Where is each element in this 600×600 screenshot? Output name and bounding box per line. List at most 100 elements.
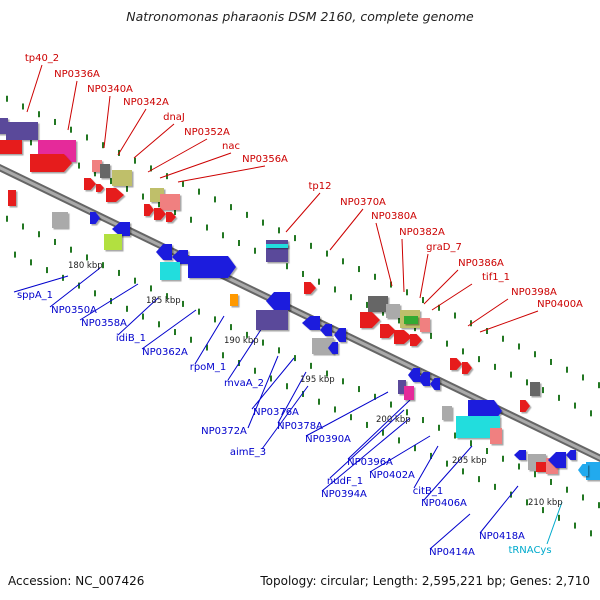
gene-bottom-leader-line: [305, 391, 389, 437]
gene-top-label: NP0398A: [511, 287, 557, 298]
tick-mark: [30, 259, 32, 266]
gene-feature: [266, 292, 290, 310]
gene-bottom-leader-line: [227, 327, 263, 381]
tick-mark: [30, 139, 32, 146]
tick-mark: [254, 247, 256, 254]
tick-mark: [478, 476, 480, 483]
tick-mark: [478, 356, 480, 363]
gene-top-label: dnaJ: [163, 112, 185, 123]
gene-bottom-label: NP0402A: [369, 470, 415, 481]
gene-feature: [160, 194, 180, 210]
tick-mark: [166, 293, 168, 300]
tick-mark: [454, 432, 456, 439]
gene-top-label: NP0342A: [123, 97, 169, 108]
gene-bottom-label: nudF_1: [327, 476, 363, 487]
tick-mark: [558, 514, 560, 521]
gene-feature: [52, 212, 68, 228]
gene-feature: [30, 154, 72, 172]
gene-feature: [302, 316, 320, 330]
tick-mark: [38, 111, 40, 118]
gene-top-leader-line: [479, 310, 539, 333]
gene-top-leader-line: [423, 269, 459, 305]
gene-feature: [408, 368, 420, 382]
tick-mark: [390, 401, 392, 408]
tick-mark: [566, 486, 568, 493]
gene-top-leader-line: [67, 80, 78, 131]
gene-feature: [104, 234, 122, 250]
tick-mark: [158, 201, 160, 208]
tick-mark: [78, 162, 80, 169]
gene-feature: [320, 324, 332, 336]
tick-mark: [310, 362, 312, 369]
gene-top-label: NP0380A: [371, 211, 417, 222]
tick-mark: [334, 286, 336, 293]
tick-mark: [222, 352, 224, 359]
gene-bottom-leader-line: [13, 275, 69, 293]
gene-bottom-label: NP0394A: [321, 489, 367, 500]
gene-feature: [172, 250, 188, 264]
tick-mark: [182, 300, 184, 307]
gene-feature: [380, 324, 396, 338]
tick-mark: [54, 118, 56, 125]
tick-mark: [382, 309, 384, 316]
tick-mark: [310, 242, 312, 249]
gene-top-leader-line: [401, 238, 405, 293]
tick-mark: [238, 240, 240, 246]
gene-feature: [386, 304, 400, 318]
accession-text: Accession: NC_007426: [8, 574, 145, 588]
tick-mark: [102, 142, 104, 149]
gene-feature: [144, 204, 154, 216]
gene-feature: [462, 362, 472, 374]
tick-mark: [182, 180, 184, 187]
tick-mark: [590, 410, 592, 417]
tick-mark: [326, 250, 328, 257]
tick-mark: [206, 224, 208, 231]
tick-mark: [598, 382, 600, 389]
gene-feature: [410, 334, 422, 346]
gene-feature: [100, 164, 110, 178]
tick-mark: [502, 455, 504, 462]
gene-bottom-leader-line: [329, 409, 405, 479]
tick-mark: [326, 370, 328, 377]
tick-mark: [286, 263, 288, 270]
gene-top-label: NP0340A: [87, 84, 133, 95]
gene-feature: [230, 294, 238, 306]
tick-mark: [86, 254, 88, 261]
tick-mark: [174, 329, 176, 336]
gene-bottom-label: NP0350A: [51, 305, 97, 316]
gene-feature: [304, 282, 316, 294]
trna-leader-line: [546, 501, 563, 545]
tick-mark: [46, 267, 48, 274]
gene-bottom-label: citB_1: [413, 486, 443, 497]
tick-mark: [246, 331, 248, 338]
tick-mark: [462, 468, 464, 475]
gene-feature: [334, 328, 346, 342]
gene-feature: [398, 380, 406, 394]
gene-feature: [266, 244, 288, 248]
tick-mark: [262, 219, 264, 226]
tick-mark: [278, 227, 280, 234]
gene-bottom-label: NP0376A: [253, 407, 299, 418]
gene-feature: [188, 256, 236, 278]
gene-bottom-leader-line: [429, 513, 471, 550]
gene-feature: [92, 160, 102, 172]
gene-top-label: tp12: [309, 181, 332, 192]
gene-top-label: NP0370A: [340, 197, 386, 208]
gene-feature: [256, 310, 288, 330]
tick-mark: [494, 363, 496, 370]
gene-feature: [578, 464, 588, 476]
gene-bottom-label: sppA_1: [17, 290, 53, 301]
tick-mark: [230, 324, 232, 331]
gene-feature: [166, 212, 176, 222]
ruler-tick-label: 205 kbp: [452, 456, 487, 466]
gene-top-leader-line: [419, 253, 429, 299]
tick-mark: [214, 316, 216, 323]
tick-mark: [262, 339, 264, 346]
gene-top-label: NP0386A: [458, 258, 504, 269]
ruler-tick-label: 195 kbp: [300, 375, 335, 385]
tick-mark: [462, 348, 464, 355]
gene-feature: [586, 462, 600, 480]
gene-bottom-leader-line: [277, 371, 307, 424]
tick-mark: [414, 445, 416, 452]
